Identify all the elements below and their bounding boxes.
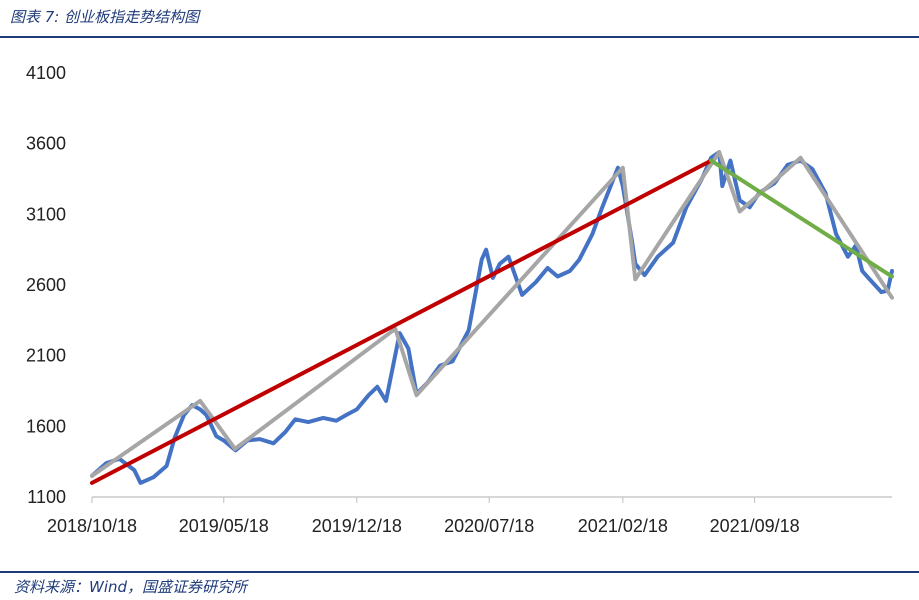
- y-tick-label: 2600: [26, 275, 66, 295]
- x-tick-label: 2021/02/18: [578, 516, 668, 536]
- bottom-divider: [0, 571, 919, 573]
- chart-title: 图表 7: 创业板指走势结构图: [10, 8, 200, 26]
- y-tick-label: 4100: [26, 63, 66, 83]
- y-axis: 1100 1600 2100 2600 3100 3600 4100: [26, 63, 66, 507]
- x-axis: 2018/10/18 2019/05/18 2019/12/18 2020/07/18…: [47, 496, 892, 536]
- top-divider: [0, 36, 919, 38]
- series-line-downtrend: [709, 158, 894, 279]
- x-tick-label: 2020/07/18: [444, 516, 534, 536]
- series-line-uptrend: [90, 158, 714, 485]
- x-tick-label: 2021/09/18: [710, 516, 800, 536]
- y-tick-label: 2100: [26, 346, 66, 366]
- y-tick-label: 3600: [26, 134, 66, 154]
- series-layer: [90, 150, 894, 485]
- x-tick-label: 2019/12/18: [312, 516, 402, 536]
- source-note: 资料来源：Wind，国盛证券研究所: [14, 578, 248, 596]
- y-tick-label: 1100: [27, 487, 66, 507]
- y-tick-label: 1600: [26, 416, 66, 436]
- x-tick-label: 2019/05/18: [179, 516, 269, 536]
- y-tick-label: 3100: [26, 204, 66, 224]
- x-tick-label: 2018/10/18: [47, 516, 137, 536]
